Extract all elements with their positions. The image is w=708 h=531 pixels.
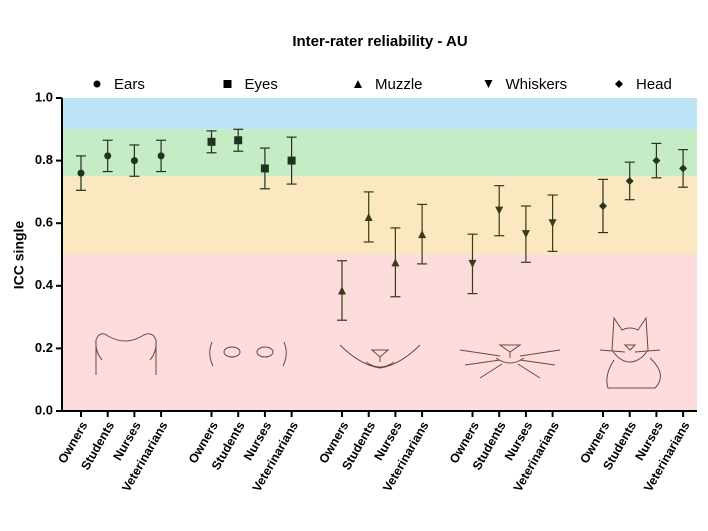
reliability-band: [62, 98, 697, 130]
legend-marker: [93, 80, 101, 88]
legend-marker: [223, 80, 232, 88]
point: [391, 258, 400, 267]
y-tick-label: 0.8: [35, 152, 53, 167]
point: [679, 164, 688, 173]
point: [652, 156, 661, 165]
point: [468, 259, 477, 268]
legend-label: Ears: [114, 76, 145, 93]
y-tick-label: 0.2: [35, 340, 53, 355]
y-axis-label: ICC single: [11, 221, 27, 290]
point: [521, 230, 530, 239]
point: [104, 152, 112, 160]
point: [418, 230, 427, 239]
reliability-band: [62, 176, 697, 255]
point: [234, 136, 243, 145]
y-tick-label: 0.6: [35, 215, 53, 230]
legend-marker: [354, 80, 362, 88]
point: [495, 206, 504, 215]
chart-title: Inter-rater reliability - AU: [292, 33, 467, 50]
point: [130, 157, 138, 165]
y-tick-label: 0.4: [35, 277, 54, 292]
legend-label: Muzzle: [375, 76, 423, 93]
point: [287, 156, 296, 165]
point: [260, 164, 269, 173]
reliability-band: [62, 254, 697, 411]
point: [548, 219, 557, 228]
reliability-band: [62, 129, 697, 177]
band-layer: [62, 98, 697, 411]
y-tick-label: 0.0: [35, 402, 53, 417]
legend-label: Whiskers: [506, 76, 568, 93]
legend-marker: [615, 80, 623, 88]
cat-drawings: [95, 316, 661, 389]
legend-marker: [484, 80, 493, 88]
point: [625, 176, 634, 185]
point: [364, 212, 373, 221]
point: [157, 152, 165, 160]
y-tick-label: 1.0: [35, 89, 53, 104]
legend-label: Eyes: [245, 76, 278, 93]
point: [338, 286, 346, 295]
point: [77, 169, 85, 177]
point: [599, 201, 607, 210]
legend-label: Head: [636, 76, 672, 93]
point: [207, 137, 216, 146]
